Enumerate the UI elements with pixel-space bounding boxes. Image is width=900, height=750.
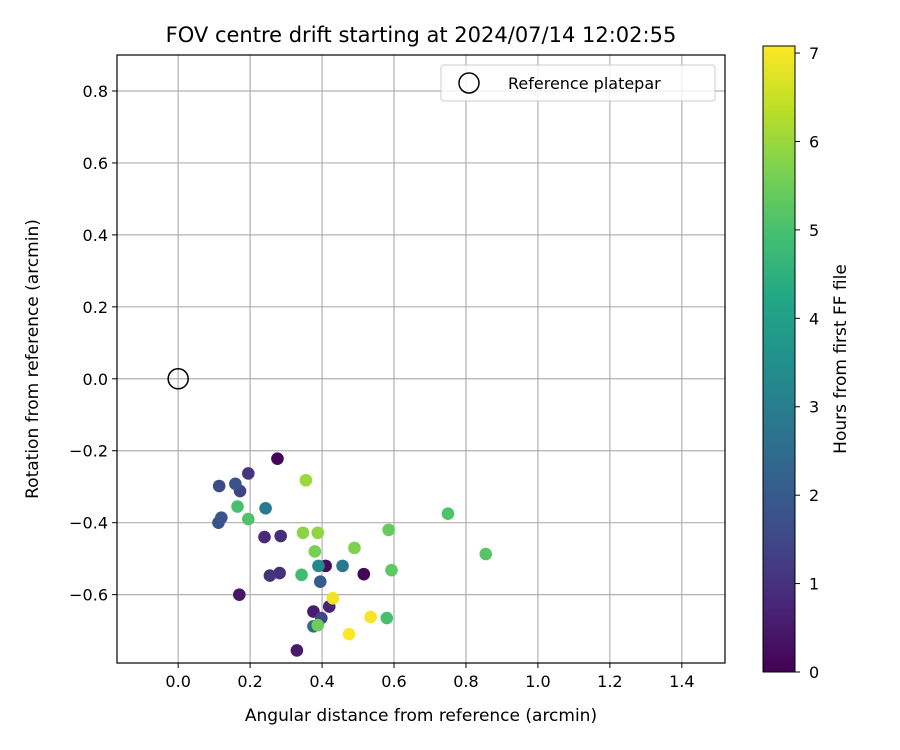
drift-point bbox=[274, 529, 287, 543]
y-tick-label: −0.6 bbox=[69, 586, 108, 605]
legend-label: Reference platepar bbox=[508, 74, 661, 93]
drift-point bbox=[273, 566, 286, 580]
drift-point bbox=[259, 502, 272, 515]
x-tick-label: 0.6 bbox=[381, 672, 406, 691]
drift-point bbox=[212, 479, 226, 493]
colorbar: 0 1 2 3 4 5 6 7 Hours from first FF file bbox=[762, 44, 851, 682]
chart-title: FOV centre drift starting at 2024/07/14 … bbox=[166, 23, 677, 47]
drift-point bbox=[311, 618, 325, 632]
drift-point bbox=[385, 563, 398, 577]
reference-platepar-marker bbox=[167, 368, 189, 390]
x-tick-label: 0.0 bbox=[165, 672, 190, 691]
y-tick-label: 0.0 bbox=[83, 370, 108, 389]
colorbar-tick-label: 4 bbox=[809, 309, 819, 328]
x-tick-label: 1.0 bbox=[525, 672, 550, 691]
plot-frame bbox=[116, 54, 726, 664]
drift-point bbox=[290, 644, 304, 657]
drift-point bbox=[271, 452, 284, 465]
drift-point bbox=[296, 526, 310, 540]
x-tick-label: 1.2 bbox=[597, 672, 622, 691]
drift-point bbox=[311, 526, 325, 540]
x-tick-label: 0.8 bbox=[453, 672, 478, 691]
drift-point bbox=[364, 610, 377, 624]
x-axis-ticks: 0.0 0.2 0.4 0.6 0.8 1.0 1.2 1.4 bbox=[165, 663, 695, 691]
drift-point bbox=[295, 568, 308, 582]
drift-point bbox=[242, 467, 255, 480]
x-axis-label: Angular distance from reference (arcmin) bbox=[245, 706, 597, 726]
drift-point bbox=[308, 545, 322, 558]
grid-lines bbox=[117, 55, 725, 663]
y-tick-label: 0.6 bbox=[83, 154, 108, 173]
drift-point bbox=[233, 588, 246, 601]
colorbar-tick-label: 0 bbox=[809, 663, 819, 682]
drift-point bbox=[312, 559, 325, 573]
data-points bbox=[212, 452, 493, 657]
y-tick-label: −0.2 bbox=[69, 442, 108, 461]
colorbar-tick-label: 2 bbox=[809, 486, 819, 505]
drift-point bbox=[313, 575, 327, 588]
drift-point bbox=[348, 541, 361, 555]
drift-point bbox=[357, 567, 371, 581]
drift-point bbox=[215, 511, 228, 524]
colorbar-tick-label: 7 bbox=[809, 44, 819, 63]
y-tick-label: 0.4 bbox=[83, 226, 108, 245]
colorbar-tick-label: 5 bbox=[809, 221, 819, 240]
x-tick-label: 0.4 bbox=[309, 672, 334, 691]
x-tick-label: 0.2 bbox=[237, 672, 262, 691]
drift-point bbox=[242, 512, 255, 526]
drift-point bbox=[336, 559, 349, 573]
x-tick-label: 1.4 bbox=[669, 672, 694, 691]
drift-point bbox=[382, 523, 395, 537]
drift-point bbox=[380, 611, 394, 625]
drift-point bbox=[263, 569, 277, 582]
y-tick-label: −0.4 bbox=[69, 514, 108, 533]
colorbar-ticks: 0 1 2 3 4 5 6 7 bbox=[795, 44, 819, 682]
y-axis-ticks: 0.8 0.6 0.4 0.2 0.0 −0.2 −0.4 −0.6 bbox=[69, 82, 117, 605]
drift-point bbox=[299, 473, 313, 487]
colorbar-tick-label: 3 bbox=[809, 398, 819, 417]
legend-marker bbox=[458, 72, 480, 94]
colorbar-tick-label: 1 bbox=[809, 575, 819, 594]
colorbar-tick-label: 6 bbox=[809, 132, 819, 151]
y-tick-label: 0.8 bbox=[83, 82, 108, 101]
legend-box bbox=[440, 64, 716, 102]
legend: Reference platepar bbox=[440, 64, 716, 102]
y-axis-label: Rotation from reference (arcmin) bbox=[23, 219, 43, 499]
drift-point bbox=[342, 627, 356, 641]
drift-point bbox=[479, 547, 493, 561]
drift-point bbox=[231, 500, 244, 513]
drift-point bbox=[229, 477, 242, 491]
y-tick-label: 0.2 bbox=[83, 298, 108, 317]
drift-point bbox=[326, 591, 340, 605]
colorbar-gradient bbox=[762, 45, 796, 673]
colorbar-label: Hours from first FF file bbox=[831, 264, 851, 454]
drift-point bbox=[441, 507, 455, 520]
drift-point bbox=[258, 530, 271, 544]
